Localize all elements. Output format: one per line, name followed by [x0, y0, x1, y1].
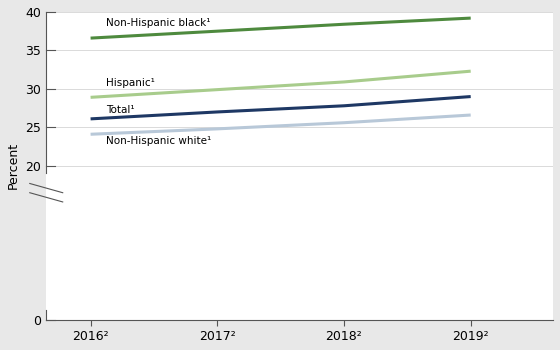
Text: Hispanic¹: Hispanic¹	[106, 78, 155, 88]
Text: Non-Hispanic black¹: Non-Hispanic black¹	[106, 19, 211, 28]
Text: Non-Hispanic white¹: Non-Hispanic white¹	[106, 136, 211, 146]
Text: Total¹: Total¹	[106, 105, 134, 116]
Y-axis label: Percent: Percent	[7, 142, 20, 189]
